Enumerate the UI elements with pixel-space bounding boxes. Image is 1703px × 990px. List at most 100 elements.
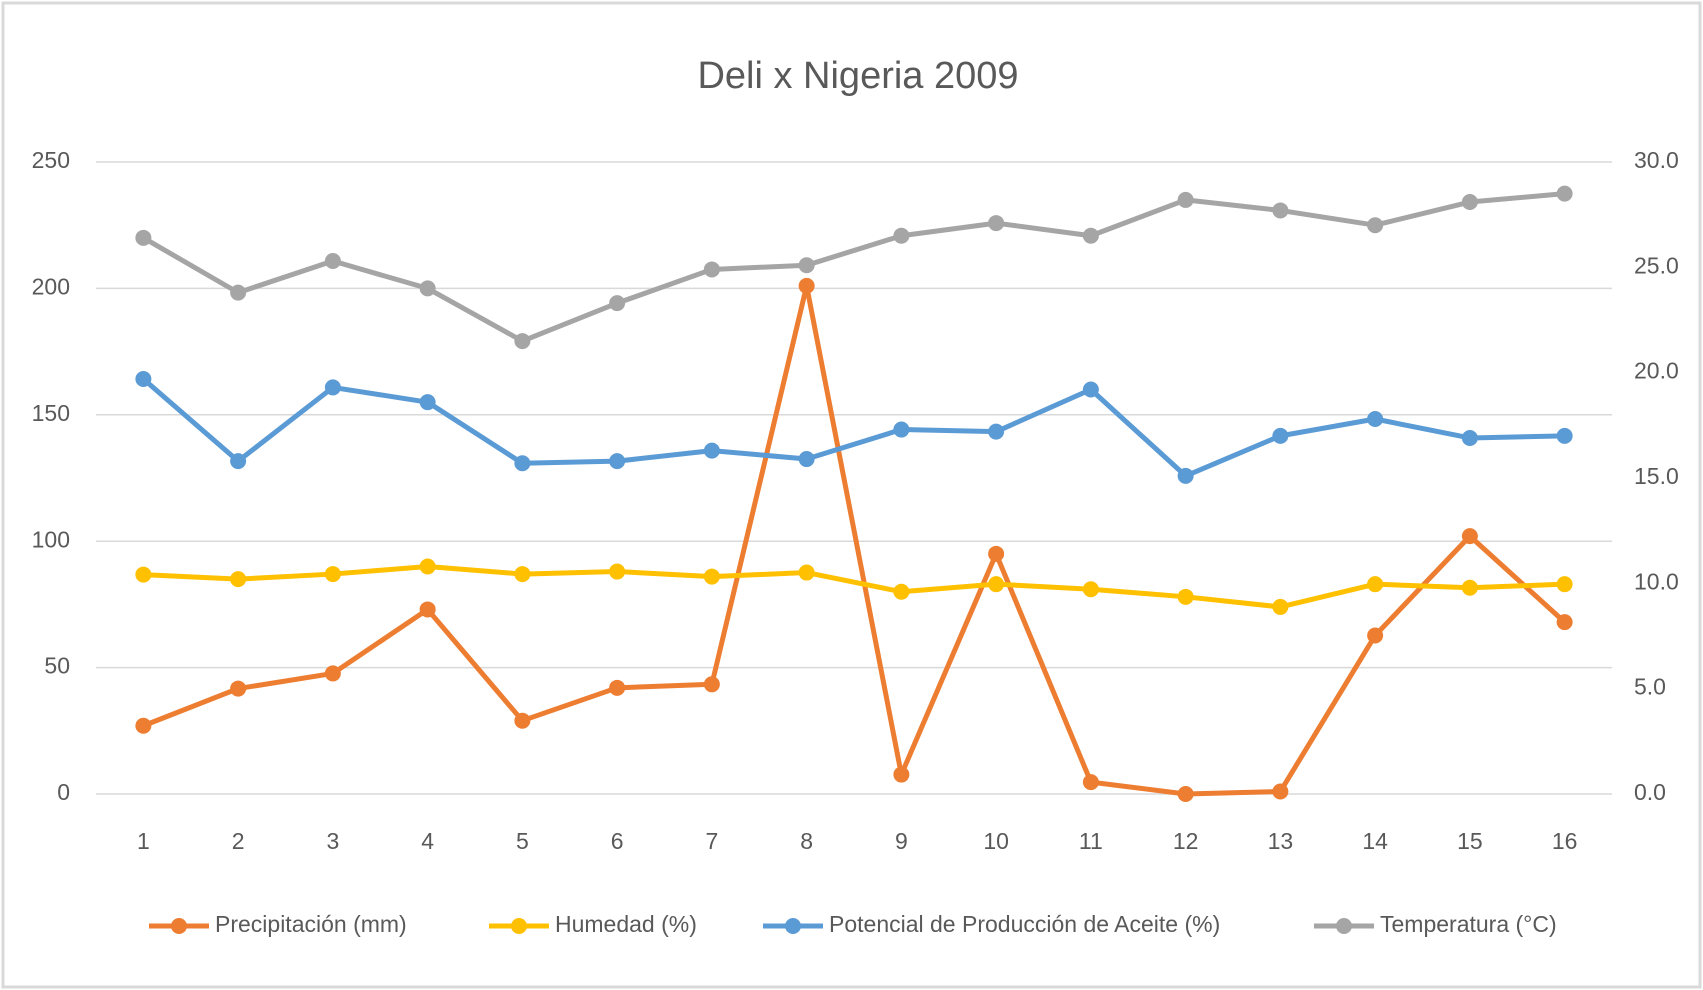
data-point	[1367, 576, 1384, 593]
data-point	[230, 680, 247, 697]
data-point	[988, 545, 1005, 562]
data-point	[1272, 783, 1289, 800]
data-point	[609, 563, 626, 580]
data-point	[324, 566, 341, 583]
data-point	[703, 261, 720, 278]
y-tick-label: 50	[44, 653, 70, 679]
legend-label: Humedad (%)	[555, 911, 697, 937]
data-point	[230, 453, 247, 470]
legend-marker	[171, 918, 187, 934]
y2-tick-label: 20.0	[1634, 358, 1679, 384]
data-point	[1461, 579, 1478, 596]
data-point	[1177, 786, 1194, 802]
data-point	[324, 665, 341, 682]
y2-tick-label: 0.0	[1634, 779, 1666, 805]
x-tick-label: 4	[421, 828, 434, 854]
data-point	[324, 379, 341, 396]
y2-tick-label: 15.0	[1634, 463, 1679, 489]
data-point	[1272, 427, 1289, 444]
data-point	[893, 583, 910, 600]
data-point	[230, 284, 247, 301]
data-point	[135, 717, 152, 734]
data-point	[135, 566, 152, 583]
data-point	[1367, 217, 1384, 234]
data-point	[893, 766, 910, 783]
y-tick-label: 150	[32, 400, 70, 426]
data-point	[1177, 191, 1194, 208]
y2-tick-label: 30.0	[1634, 147, 1679, 173]
x-tick-label: 10	[983, 828, 1009, 854]
y-tick-label: 250	[32, 147, 70, 173]
data-point	[1367, 411, 1384, 428]
data-point	[419, 280, 436, 297]
data-point	[703, 568, 720, 585]
series-line	[142, 283, 1567, 797]
data-point	[1556, 614, 1573, 631]
y2-tick-label: 25.0	[1634, 252, 1679, 278]
series-line	[143, 563, 1565, 610]
data-point	[514, 566, 531, 583]
data-point	[1272, 598, 1289, 615]
data-point	[135, 370, 152, 387]
data-point	[988, 423, 1005, 440]
data-point	[1556, 427, 1573, 444]
data-point	[703, 442, 720, 459]
data-point	[514, 333, 531, 350]
data-point	[798, 277, 815, 294]
x-tick-label: 7	[705, 828, 718, 854]
data-point	[1367, 627, 1384, 644]
data-point	[230, 571, 247, 588]
data-point	[893, 421, 910, 438]
data-point	[1177, 588, 1194, 605]
data-point	[609, 679, 626, 696]
chart-title: Deli x Nigeria 2009	[697, 55, 1018, 97]
x-tick-label: 14	[1362, 828, 1388, 854]
data-point	[419, 558, 436, 575]
x-tick-label: 5	[516, 828, 529, 854]
data-point	[893, 227, 910, 244]
data-point	[1272, 202, 1289, 219]
x-tick-label: 8	[800, 828, 813, 854]
data-point	[1082, 774, 1099, 791]
data-point	[1461, 194, 1478, 211]
x-tick-label: 12	[1173, 828, 1199, 854]
data-point	[609, 295, 626, 312]
data-point	[1556, 576, 1573, 593]
data-point	[1082, 581, 1099, 598]
x-tick-label: 15	[1457, 828, 1483, 854]
y-tick-label: 100	[32, 526, 70, 552]
data-point	[1082, 227, 1099, 244]
y2-tick-label: 5.0	[1634, 674, 1666, 700]
legend-marker	[785, 918, 801, 934]
data-point	[798, 451, 815, 468]
data-point	[1461, 429, 1478, 446]
legend-label: Potencial de Producción de Aceite (%)	[829, 911, 1220, 937]
data-point	[609, 453, 626, 470]
legend-marker	[1336, 918, 1352, 934]
data-point	[798, 564, 815, 581]
data-point	[988, 215, 1005, 232]
data-point	[324, 253, 341, 270]
data-point	[1461, 528, 1478, 545]
x-tick-label: 16	[1552, 828, 1578, 854]
data-point	[1082, 381, 1099, 398]
data-point	[135, 229, 152, 246]
x-tick-label: 1	[137, 828, 150, 854]
data-point	[419, 601, 436, 618]
x-tick-label: 9	[895, 828, 908, 854]
legend-label: Temperatura (°C)	[1380, 911, 1557, 937]
series-line	[141, 377, 1565, 479]
data-point	[514, 712, 531, 729]
legend-label: Precipitación (mm)	[215, 911, 407, 937]
data-point	[419, 394, 436, 411]
series-line	[142, 191, 1565, 344]
x-tick-label: 3	[326, 828, 339, 854]
y-tick-label: 0	[57, 779, 70, 805]
data-point	[703, 676, 720, 693]
x-tick-label: 11	[1079, 828, 1103, 854]
x-tick-label: 2	[232, 828, 245, 854]
data-point	[988, 576, 1005, 593]
